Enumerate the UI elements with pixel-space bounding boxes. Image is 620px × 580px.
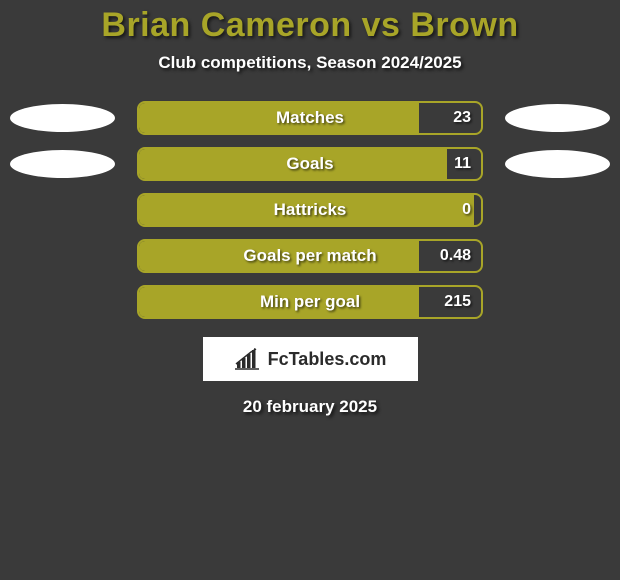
stat-row: Min per goal215 [0,285,620,319]
player-marker-left [10,104,115,132]
stat-bar: Min per goal215 [137,285,483,319]
stat-bar-fill [139,103,419,133]
stat-value: 11 [454,155,471,173]
stat-bar-fill [139,241,419,271]
player-marker-right [505,150,610,178]
stat-bar: Hattricks0 [137,193,483,227]
stat-bar-fill [139,287,419,317]
chart-icon [234,348,262,370]
stat-row: Goals per match0.48 [0,239,620,273]
logo-box: FcTables.com [203,337,418,381]
logo-text: FcTables.com [268,349,387,370]
subtitle: Club competitions, Season 2024/2025 [0,53,620,73]
stat-value: 23 [453,109,471,127]
stat-value: 0.48 [440,247,471,265]
player-marker-left [10,150,115,178]
stat-bar: Goals per match0.48 [137,239,483,273]
stat-value: 215 [444,293,471,311]
stat-bar: Matches23 [137,101,483,135]
page-title: Brian Cameron vs Brown [0,6,620,45]
stat-bar-fill [139,149,447,179]
stat-bar-fill [139,195,474,225]
stat-bar: Goals11 [137,147,483,181]
date-label: 20 february 2025 [0,397,620,417]
stat-row: Matches23 [0,101,620,135]
player-marker-right [505,104,610,132]
infographic-container: Brian Cameron vs Brown Club competitions… [0,0,620,417]
stats-list: Matches23 Goals11 Hattricks0 Goals per matc… [0,101,620,319]
stat-row: Goals11 [0,147,620,181]
stat-row: Hattricks0 [0,193,620,227]
